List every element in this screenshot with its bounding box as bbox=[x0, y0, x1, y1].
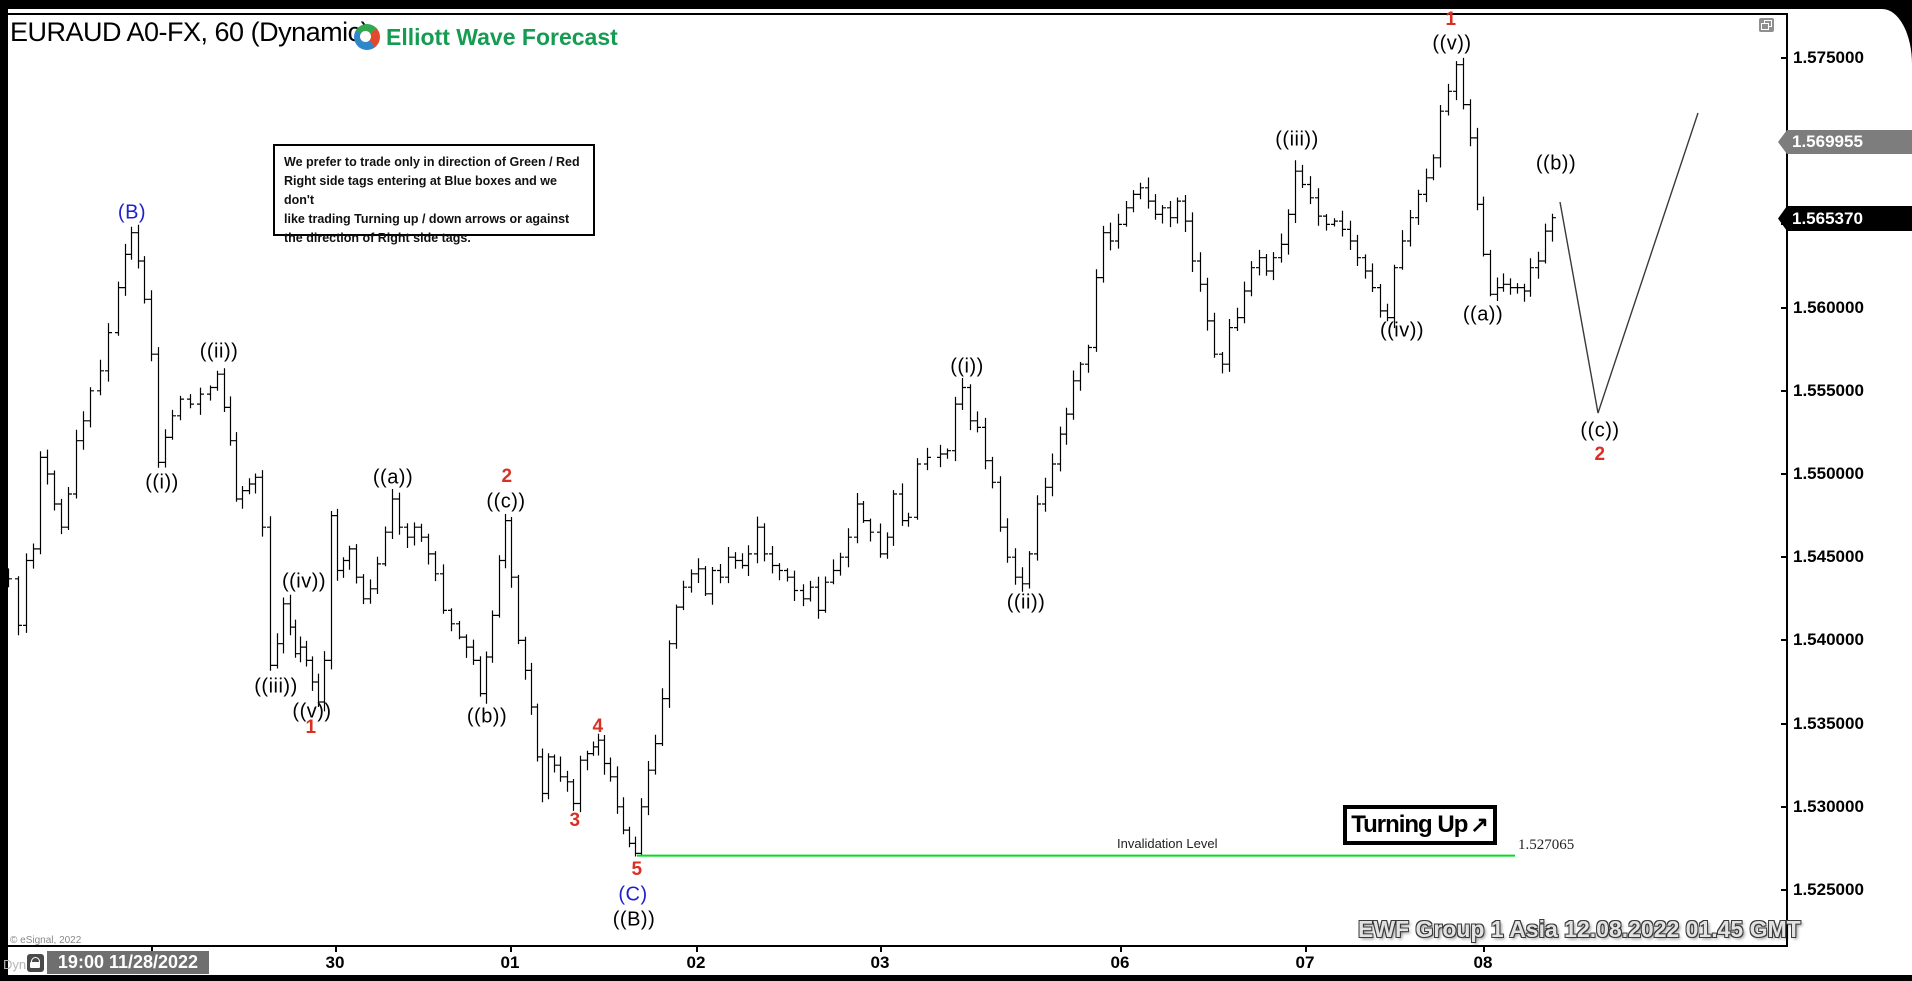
time-axis-tick bbox=[1483, 946, 1485, 952]
wave-label: ((a)) bbox=[372, 466, 414, 489]
price-axis-tick bbox=[1781, 306, 1787, 309]
ohlc-bars bbox=[5, 57, 1556, 857]
wave-label: ((iv)) bbox=[1379, 319, 1425, 342]
wave-label: ((b)) bbox=[1535, 152, 1577, 175]
wave-label: 1 bbox=[1445, 9, 1457, 30]
wave-label: ((ii)) bbox=[199, 340, 239, 363]
price-axis-tick bbox=[1781, 389, 1787, 392]
time-axis-label: 01 bbox=[500, 953, 520, 972]
wave-label: ((c)) bbox=[486, 490, 526, 513]
time-axis-label: 08 bbox=[1473, 953, 1493, 972]
price-axis-label: 1.540000 bbox=[1793, 630, 1864, 650]
price-axis-line bbox=[1786, 13, 1788, 947]
price-axis-tick bbox=[1781, 473, 1787, 475]
dyn-mode-label: Dyn bbox=[3, 957, 27, 972]
disclaimer-line: Right side tags entering at Blue boxes a… bbox=[284, 174, 557, 207]
turning-up-label: Turning Up bbox=[1351, 811, 1468, 838]
wave-label: ((b)) bbox=[466, 705, 508, 728]
wave-label: 4 bbox=[592, 716, 604, 737]
price-axis-label: 1.560000 bbox=[1793, 297, 1864, 317]
forecast-projection-line bbox=[1559, 112, 1699, 414]
wave-label: 2 bbox=[501, 466, 513, 487]
time-axis-tick bbox=[1120, 946, 1122, 952]
price-axis-tick bbox=[1781, 889, 1787, 891]
time-axis-label: 07 bbox=[1295, 953, 1315, 972]
wave-label: ((iii)) bbox=[254, 675, 298, 698]
time-axis-label: 06 bbox=[1110, 953, 1130, 972]
alert-price-value: 1.569955 bbox=[1792, 132, 1863, 151]
time-axis-label: 02 bbox=[686, 953, 706, 972]
wave-label: 5 bbox=[631, 859, 643, 880]
time-axis-line bbox=[8, 945, 1788, 947]
wave-label: ((a)) bbox=[1462, 303, 1504, 326]
price-axis-label: 1.530000 bbox=[1793, 796, 1864, 816]
wave-label: ((i)) bbox=[145, 471, 179, 494]
wave-label: 2 bbox=[1594, 444, 1606, 465]
disclaimer-line: the direction of Right side tags. bbox=[284, 231, 471, 245]
price-axis-label: 1.575000 bbox=[1793, 48, 1864, 67]
price-axis-label: 1.545000 bbox=[1793, 547, 1864, 567]
disclaimer-line: We prefer to trade only in direction of … bbox=[284, 155, 580, 169]
wave-label: ((iii)) bbox=[1275, 128, 1319, 151]
wave-label: 3 bbox=[569, 810, 581, 831]
price-axis-label: 1.525000 bbox=[1793, 880, 1864, 899]
price-axis-tick bbox=[1781, 722, 1787, 725]
lock-icon bbox=[27, 954, 44, 972]
chart-top-border bbox=[8, 13, 1786, 15]
price-axis-label: 1.550000 bbox=[1793, 464, 1864, 483]
chart-title: EURAUD A0-FX, 60 (Dynamic) bbox=[10, 17, 370, 47]
time-axis-tick bbox=[335, 946, 337, 952]
wave-label: ((v)) bbox=[1432, 32, 1472, 55]
alert-price-badge: 1.569955 bbox=[1778, 130, 1912, 154]
ewf-watermark: EWF Group 1 Asia 12.08.2022 01.45 GMT bbox=[1358, 916, 1801, 942]
invalidation-level-label: Invalidation Level bbox=[1117, 836, 1218, 851]
wave-label: ((iv)) bbox=[281, 570, 327, 593]
wave-label: ((c)) bbox=[1580, 419, 1620, 442]
esignal-copyright: © eSignal, 2022 bbox=[10, 935, 82, 946]
time-axis-tick bbox=[696, 946, 698, 952]
first-bar-timestamp-badge: 19:00 11/28/2022 bbox=[47, 951, 209, 974]
disclaimer-line: like trading Turning up / down arrows or… bbox=[284, 212, 570, 226]
price-axis-tick bbox=[1781, 57, 1787, 59]
up-right-arrow-icon: ↗ bbox=[1470, 812, 1489, 837]
turning-up-signal-box: Turning Up ↗ bbox=[1343, 805, 1497, 845]
price-axis-tick bbox=[1781, 639, 1787, 642]
restore-window-icon[interactable] bbox=[1759, 18, 1774, 32]
time-axis-label: 30 bbox=[325, 953, 345, 972]
last-price-value: 1.565370 bbox=[1792, 208, 1863, 228]
elliott-wave-forecast-logo-icon bbox=[354, 24, 380, 50]
time-axis-label: 03 bbox=[870, 953, 890, 972]
brand-name: Elliott Wave Forecast bbox=[386, 24, 618, 50]
disclaimer-box: We prefer to trade only in direction of … bbox=[273, 144, 595, 245]
wave-label: 1 bbox=[305, 717, 317, 738]
price-axis-tick bbox=[1781, 556, 1787, 559]
price-axis-label: 1.535000 bbox=[1793, 713, 1864, 733]
time-axis-tick bbox=[510, 946, 512, 952]
wave-label: ((v)) bbox=[292, 700, 332, 723]
price-axis-tick bbox=[1781, 805, 1787, 808]
wave-label: ((ii)) bbox=[1006, 591, 1046, 614]
wave-label: (B) bbox=[117, 201, 147, 224]
invalidation-level-value: 1.527065 bbox=[1518, 837, 1575, 853]
wave-label: ((i)) bbox=[950, 355, 984, 378]
wave-label: ((B)) bbox=[612, 908, 656, 931]
last-price-badge: 1.565370 bbox=[1778, 206, 1912, 231]
time-axis-tick bbox=[880, 946, 882, 952]
wave-label: (C) bbox=[618, 883, 648, 906]
time-axis-tick bbox=[151, 946, 153, 952]
time-axis-tick bbox=[1305, 946, 1307, 952]
price-axis-label: 1.555000 bbox=[1793, 380, 1864, 400]
